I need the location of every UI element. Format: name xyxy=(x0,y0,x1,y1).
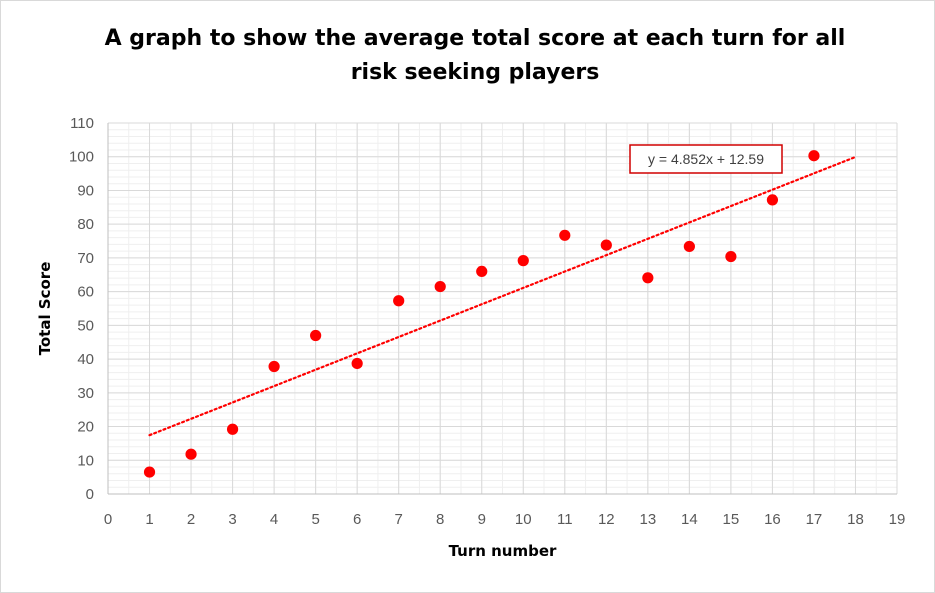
chart-title: A graph to show the average total score … xyxy=(80,22,870,90)
x-tick-label: 19 xyxy=(889,511,906,528)
data-point xyxy=(725,250,737,263)
x-tick-labels: 0 1 2 3 4 5 6 7 8 9 10 11 12 13 14 15 16 17 18 19 xyxy=(104,511,906,528)
minor-gridlines xyxy=(107,122,898,495)
y-tick-label: 50 xyxy=(77,317,94,334)
data-point xyxy=(351,357,363,370)
x-tick-label: 5 xyxy=(311,511,319,528)
y-tick-label: 70 xyxy=(77,250,94,267)
data-point xyxy=(143,466,156,478)
data-points xyxy=(143,150,820,478)
data-point xyxy=(600,239,612,251)
x-axis-title: Turn number xyxy=(449,542,557,560)
y-tick-label: 80 xyxy=(77,216,94,233)
data-point xyxy=(517,255,529,267)
axes xyxy=(107,123,897,495)
y-tick-label: 20 xyxy=(77,419,94,436)
chart-title-line-1: A graph to show the average total score … xyxy=(104,26,846,51)
data-point xyxy=(766,194,779,206)
equation-box-border xyxy=(629,144,783,174)
y-tick-label: 110 xyxy=(70,115,94,132)
y-tick-label: 10 xyxy=(77,452,94,469)
x-tick-label: 11 xyxy=(557,511,573,528)
x-tick-label: 13 xyxy=(639,511,656,528)
x-tick-label: 17 xyxy=(806,511,823,528)
data-point xyxy=(226,423,239,435)
data-point xyxy=(683,240,695,253)
data-point xyxy=(310,329,322,342)
data-point xyxy=(642,272,654,284)
x-tick-label: 2 xyxy=(187,511,195,528)
x-tick-label: 10 xyxy=(515,511,532,528)
data-point xyxy=(476,265,488,277)
x-tick-label: 14 xyxy=(681,511,698,528)
trendline-path xyxy=(148,155,857,437)
data-point xyxy=(434,280,446,293)
x-tick-label: 0 xyxy=(104,511,112,528)
x-tick-label: 6 xyxy=(353,511,361,528)
x-tick-label: 15 xyxy=(723,511,740,528)
y-tick-label: 30 xyxy=(77,385,94,402)
data-point xyxy=(185,448,197,460)
x-tick-label: 1 xyxy=(145,511,153,528)
x-tick-label: 9 xyxy=(478,511,486,528)
y-tick-label: 40 xyxy=(77,351,94,368)
y-tick-label: 0 xyxy=(86,486,94,503)
y-tick-label: 90 xyxy=(77,182,94,199)
x-tick-label: 4 xyxy=(270,511,278,528)
trendline xyxy=(148,155,857,437)
x-tick-label: 8 xyxy=(436,511,444,528)
data-point xyxy=(268,360,280,373)
x-tick-label: 12 xyxy=(598,511,615,528)
trendline-equation-box: y = 4.852x + 12.59 xyxy=(629,144,783,174)
chart-title-line-2: risk seeking players xyxy=(350,60,600,85)
x-tick-label: 16 xyxy=(764,511,781,528)
data-point xyxy=(559,229,571,241)
data-point xyxy=(393,295,405,307)
y-tick-label: 100 xyxy=(69,149,94,166)
y-axis-title: Total Score xyxy=(36,262,54,356)
x-tick-label: 18 xyxy=(847,511,864,528)
y-tick-labels: 0 10 20 30 40 50 60 70 80 90 100 110 xyxy=(69,115,94,503)
y-tick-label: 60 xyxy=(77,284,94,301)
x-tick-label: 3 xyxy=(228,511,236,528)
equation-label: y = 4.852x + 12.59 xyxy=(648,151,764,167)
data-point xyxy=(808,150,820,162)
major-gridlines xyxy=(107,122,898,495)
x-tick-label: 7 xyxy=(395,511,403,528)
